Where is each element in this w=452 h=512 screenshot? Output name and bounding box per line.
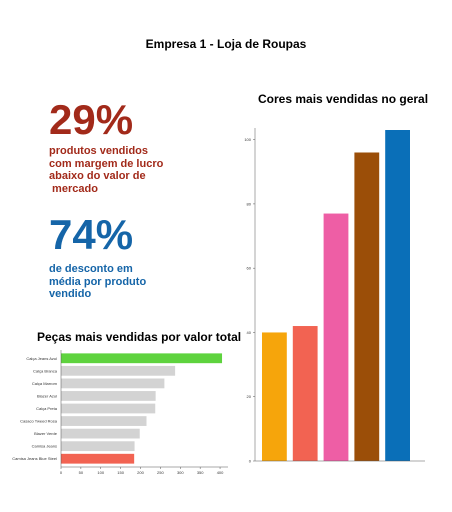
bar (61, 453, 135, 464)
x-tick-label: 350 (197, 470, 204, 475)
kpi-text-line: média por produto (49, 275, 147, 288)
kpi-value-discount: 74% (49, 211, 134, 258)
kpi-text-line: com margem de lucro (49, 157, 164, 170)
chart-title-pieces: Peças mais vendidas por valor total (37, 330, 242, 344)
kpi-text-line: de desconto em (49, 263, 133, 275)
x-tick-label: 50 (79, 470, 84, 475)
kpi-text-discount: de desconto em média por produto vendido (49, 263, 146, 301)
bar (61, 378, 165, 389)
x-tick-label: 100 (97, 470, 104, 475)
bar (61, 403, 156, 414)
x-tick-label: 400 (217, 470, 224, 475)
kpi-text-line: produtos vendidos (49, 145, 148, 157)
category-label: Calça Preta (36, 406, 58, 411)
kpi-value-margin: 29% (49, 96, 134, 143)
category-label: Casaco Tweed Rosa (20, 419, 58, 424)
bar (385, 130, 410, 461)
page-title: Empresa 1 - Loja de Roupas (145, 37, 307, 51)
y-tick-label: 100 (244, 137, 251, 142)
y-tick-label: 80 (247, 201, 252, 206)
x-tick-label: 0 (60, 470, 63, 475)
bar (61, 441, 135, 452)
category-label: Camisa Jeans (32, 444, 57, 449)
chart-title-colors: Cores mais vendidas no geral (258, 92, 429, 106)
bar (61, 416, 147, 426)
y-tick-label: 60 (247, 266, 252, 271)
x-tick-label: 250 (157, 470, 164, 475)
category-label: Blazer Verde (34, 431, 58, 436)
y-tick-label: 40 (247, 330, 252, 335)
category-label: Blazer Azul (37, 393, 57, 398)
x-tick-label: 150 (117, 470, 124, 475)
y-tick-label: 20 (247, 394, 252, 399)
x-tick-label: 200 (137, 470, 144, 475)
bar (61, 428, 140, 439)
kpi-text-line: vendido (49, 288, 92, 300)
bar (61, 365, 176, 376)
bar (61, 353, 223, 364)
bar (292, 326, 318, 461)
kpi-text-margin: produtos vendidos com margem de lucro ab… (49, 145, 163, 195)
bar (61, 391, 156, 401)
bar (262, 332, 287, 461)
category-label: Calça Jeans Azul (26, 356, 57, 361)
bar (323, 213, 349, 461)
kpi-text-line: mercado (49, 182, 98, 195)
category-label: Camisa Jeans Blue Steel (12, 456, 57, 461)
category-label: Calça Marrom (32, 381, 58, 386)
category-label: Calça Branca (33, 368, 58, 373)
kpi-text-line: abaixo do valor de (49, 170, 146, 182)
y-tick-label: 0 (249, 459, 252, 464)
bar (354, 152, 380, 461)
x-tick-label: 300 (177, 470, 184, 475)
